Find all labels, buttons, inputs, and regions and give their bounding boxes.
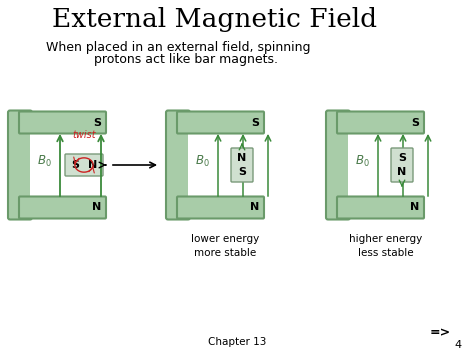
FancyBboxPatch shape [8, 110, 32, 219]
Text: protons act like bar magnets.: protons act like bar magnets. [78, 54, 278, 66]
Text: $B_0$: $B_0$ [195, 153, 210, 169]
Text: N: N [250, 202, 260, 213]
FancyBboxPatch shape [19, 197, 106, 218]
Text: S: S [411, 118, 419, 127]
FancyBboxPatch shape [326, 110, 350, 219]
Text: S: S [72, 160, 80, 170]
Text: twist: twist [72, 130, 96, 140]
FancyBboxPatch shape [391, 148, 413, 182]
Text: N: N [397, 167, 407, 177]
Text: lower energy
more stable: lower energy more stable [191, 234, 260, 257]
FancyBboxPatch shape [166, 110, 190, 219]
Text: S: S [398, 153, 406, 163]
FancyBboxPatch shape [337, 197, 424, 218]
Bar [348, 132, 423, 197]
Text: $B_0$: $B_0$ [36, 153, 51, 169]
FancyBboxPatch shape [65, 154, 103, 176]
Text: S: S [238, 167, 246, 177]
Text: N: N [410, 202, 419, 213]
Text: Chapter 13: Chapter 13 [208, 337, 266, 347]
Text: S: S [251, 118, 259, 127]
Text: N: N [88, 160, 97, 170]
Text: 4: 4 [455, 340, 462, 350]
FancyBboxPatch shape [19, 111, 106, 133]
Bar [30, 132, 105, 197]
Bar [188, 132, 263, 197]
Text: higher energy
less stable: higher energy less stable [349, 234, 422, 257]
FancyBboxPatch shape [177, 197, 264, 218]
Text: External Magnetic Field: External Magnetic Field [53, 7, 377, 33]
Text: N: N [92, 202, 101, 213]
FancyBboxPatch shape [177, 111, 264, 133]
Text: =>: => [429, 327, 451, 339]
Text: $B_0$: $B_0$ [355, 153, 369, 169]
Text: N: N [237, 153, 246, 163]
FancyBboxPatch shape [231, 148, 253, 182]
FancyBboxPatch shape [337, 111, 424, 133]
Text: S: S [93, 118, 101, 127]
Text: When placed in an external field, spinning: When placed in an external field, spinni… [46, 40, 310, 54]
